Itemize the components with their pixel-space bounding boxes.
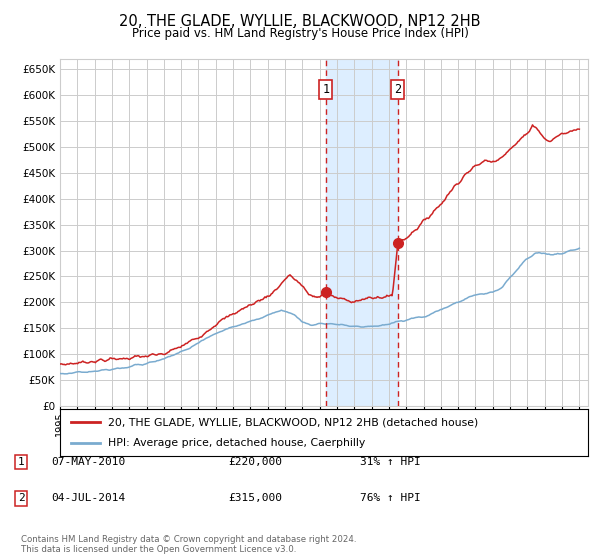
Text: 04-JUL-2014: 04-JUL-2014 [51,493,125,503]
Text: 2: 2 [17,493,25,503]
Text: £315,000: £315,000 [228,493,282,503]
Text: 31% ↑ HPI: 31% ↑ HPI [360,457,421,467]
Text: 1: 1 [17,457,25,467]
Text: 1: 1 [322,83,329,96]
Text: HPI: Average price, detached house, Caerphilly: HPI: Average price, detached house, Caer… [107,438,365,448]
Text: 20, THE GLADE, WYLLIE, BLACKWOOD, NP12 2HB: 20, THE GLADE, WYLLIE, BLACKWOOD, NP12 2… [119,14,481,29]
Text: 07-MAY-2010: 07-MAY-2010 [51,457,125,467]
Bar [326,59,398,406]
Text: 20, THE GLADE, WYLLIE, BLACKWOOD, NP12 2HB (detached house): 20, THE GLADE, WYLLIE, BLACKWOOD, NP12 2… [107,417,478,427]
Text: Contains HM Land Registry data © Crown copyright and database right 2024.
This d: Contains HM Land Registry data © Crown c… [21,535,356,554]
Text: Price paid vs. HM Land Registry's House Price Index (HPI): Price paid vs. HM Land Registry's House … [131,27,469,40]
Text: 76% ↑ HPI: 76% ↑ HPI [360,493,421,503]
Text: £220,000: £220,000 [228,457,282,467]
Text: 2: 2 [394,83,401,96]
